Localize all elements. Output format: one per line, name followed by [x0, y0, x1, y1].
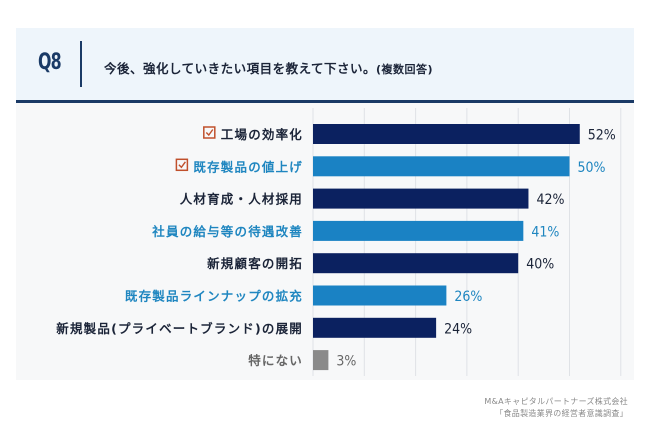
checkmark-icon: [178, 161, 186, 169]
bar-6: [313, 317, 437, 338]
checkmark-icon: [205, 129, 214, 137]
question-number: Q8: [38, 50, 62, 75]
bar-5: [313, 285, 447, 306]
question-note: (複数回答): [376, 63, 434, 76]
category-label: 社員の給与等の待遇改善: [151, 224, 303, 239]
question-header: [16, 28, 634, 101]
bar-4: [313, 253, 519, 274]
checkbox-icon: [175, 158, 189, 172]
value-label: 26%: [454, 289, 482, 305]
credit-company: M&Aキャピタルパートナーズ株式会社: [484, 397, 628, 406]
value-label: 24%: [444, 321, 472, 337]
bar-0: [313, 124, 580, 144]
bar-7: [313, 350, 329, 371]
category-label: 新規製品(プライベートブランド)の展開: [56, 321, 303, 336]
category-label: 人材育成・人材採用: [180, 192, 303, 207]
value-label: 52%: [588, 128, 616, 144]
value-label: 40%: [526, 257, 554, 273]
question-main: 今後、強化していきたい項目を教えて下さい。: [104, 61, 377, 76]
value-label: 3%: [336, 354, 356, 370]
category-label: 新規顧客の開拓: [207, 256, 303, 271]
value-label: 42%: [536, 192, 564, 208]
bar-1: [313, 156, 570, 177]
value-label: 50%: [578, 160, 606, 176]
credit-survey: 「食品製造業界の経営者意識調査」: [495, 409, 628, 418]
category-label: 既存製品ラインナップの拡充: [125, 289, 303, 304]
checkbox-icon: [203, 126, 216, 139]
bar-2: [313, 188, 529, 209]
category-label: 特にない: [248, 353, 303, 368]
header-underline: [16, 100, 634, 103]
category-label: 工場の効率化: [221, 127, 303, 142]
category-label: 既存製品の値上げ: [193, 159, 303, 174]
bar-3: [313, 220, 524, 241]
value-label: 41%: [531, 224, 559, 240]
header-divider: [80, 41, 82, 87]
question-text: 今後、強化していきたい項目を教えて下さい。(複数回答): [104, 58, 433, 77]
